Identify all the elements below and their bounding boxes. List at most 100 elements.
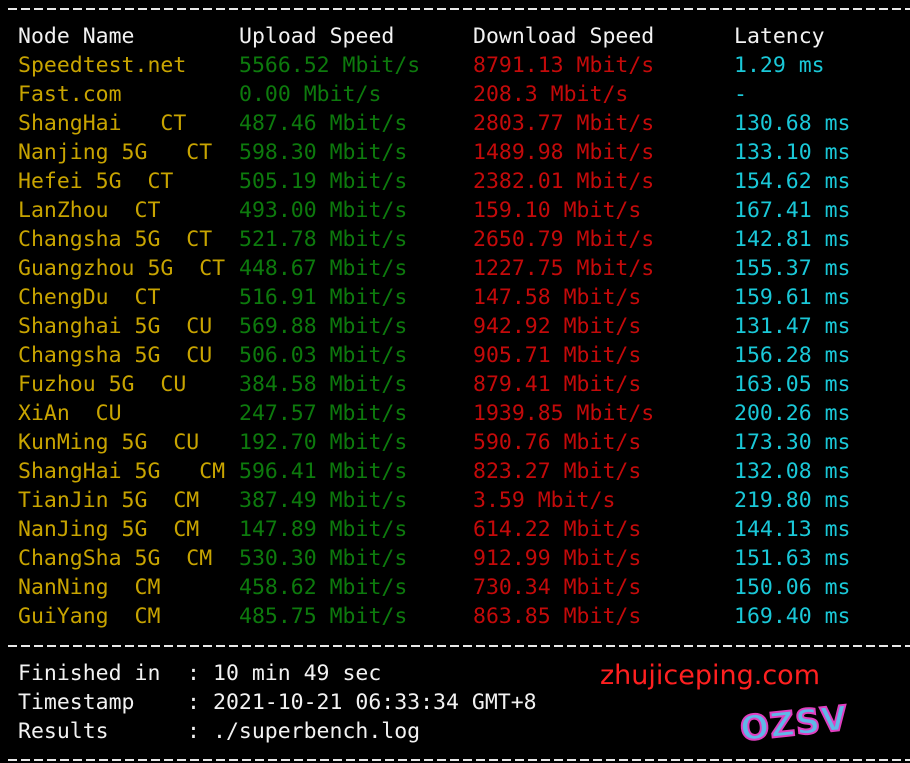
cell-upload: 521.78 Mbit/s <box>239 227 408 252</box>
cell-download: 942.92 Mbit/s <box>473 314 642 339</box>
table-row: Fast.com 0.00 Mbit/s 208.3 Mbit/s - <box>18 80 910 109</box>
cell-latency: 1.29 ms <box>734 53 825 78</box>
cell-download: 159.10 Mbit/s <box>473 198 642 223</box>
cell-upload: 487.46 Mbit/s <box>239 111 408 136</box>
header-latency: Latency <box>734 24 825 49</box>
table-row: Guangzhou 5G CT 448.67 Mbit/s 1227.75 Mbit… <box>18 254 910 283</box>
footer-line: Finished in:10 min 49 sec <box>18 659 578 688</box>
cell-upload: 505.19 Mbit/s <box>239 169 408 194</box>
table-row: Fuzhou 5G CU 384.58 Mbit/s 879.41 Mbit/s 16… <box>18 370 910 399</box>
cell-latency: 133.10 ms <box>734 140 851 165</box>
cell-download: 879.41 Mbit/s <box>473 372 642 397</box>
logo-watermark: OZSV <box>737 697 851 750</box>
cell-upload: 247.57 Mbit/s <box>239 401 408 426</box>
cell-node: Fuzhou 5G CU <box>18 372 187 397</box>
header-node: Node Name <box>18 24 135 49</box>
footer-value: ./superbench.log <box>213 719 421 744</box>
table-row: Changsha 5G CU 506.03 Mbit/s 905.71 Mbit/s… <box>18 341 910 370</box>
cell-upload: 192.70 Mbit/s <box>239 430 408 455</box>
cell-node: ChangSha 5G CM <box>18 546 213 571</box>
cell-download: 905.71 Mbit/s <box>473 343 642 368</box>
table-row: TianJin 5G CM 387.49 Mbit/s 3.59 Mbit/s 219… <box>18 486 910 515</box>
cell-download: 208.3 Mbit/s <box>473 82 629 107</box>
footer-line: Results: ./superbench.log <box>18 717 578 746</box>
cell-upload: 598.30 Mbit/s <box>239 140 408 165</box>
table-row: ChangSha 5G CM 530.30 Mbit/s 912.99 Mbit/s… <box>18 544 910 573</box>
cell-download: 863.85 Mbit/s <box>473 604 642 629</box>
table-row: NanJing 5G CM 147.89 Mbit/s 614.22 Mbit/s 1… <box>18 515 910 544</box>
cell-node: Fast.com <box>18 82 122 107</box>
cell-upload: 5566.52 Mbit/s <box>239 53 421 78</box>
cell-node: ChengDu CT <box>18 285 161 310</box>
table-row: Hefei 5G CT 505.19 Mbit/s 2382.01 Mbit/s 15… <box>18 167 910 196</box>
footer-label: Timestamp <box>18 690 135 715</box>
footer-line: Timestamp:2021-10-21 06:33:34 GMT+8 <box>18 688 578 717</box>
cell-latency: 150.06 ms <box>734 575 851 600</box>
cell-node: NanJing 5G CM <box>18 517 200 542</box>
cell-upload: 384.58 Mbit/s <box>239 372 408 397</box>
cell-node: Changsha 5G CU <box>18 343 213 368</box>
cell-download: 823.27 Mbit/s <box>473 459 642 484</box>
cell-download: 2650.79 Mbit/s <box>473 227 655 252</box>
watermark: zhujiceping.com <box>600 660 820 691</box>
table-row: Nanjing 5G CT 598.30 Mbit/s 1489.98 Mbit/s… <box>18 138 910 167</box>
cell-download: 730.34 Mbit/s <box>473 575 642 600</box>
cell-download: 1939.85 Mbit/s <box>473 401 655 426</box>
cell-latency: 173.30 ms <box>734 430 851 455</box>
cell-latency: 155.37 ms <box>734 256 851 281</box>
cell-upload: 569.88 Mbit/s <box>239 314 408 339</box>
cell-node: TianJin 5G CM <box>18 488 200 513</box>
cell-node: ShangHai 5G CM <box>18 459 226 484</box>
cell-node: Speedtest.net <box>18 53 187 78</box>
footer-label: Finished in <box>18 661 161 686</box>
cell-upload: 458.62 Mbit/s <box>239 575 408 600</box>
table-row: Changsha 5G CT 521.78 Mbit/s 2650.79 Mbit/… <box>18 225 910 254</box>
cell-upload: 530.30 Mbit/s <box>239 546 408 571</box>
cell-latency: 154.62 ms <box>734 169 851 194</box>
table-row: ShangHai 5G CM 596.41 Mbit/s 823.27 Mbit/s… <box>18 457 910 486</box>
cell-download: 147.58 Mbit/s <box>473 285 642 310</box>
table-row: GuiYang CM 485.75 Mbit/s 863.85 Mbit/s 169.… <box>18 602 910 631</box>
table-row: XiAn CU 247.57 Mbit/s 1939.85 Mbit/s 200.26… <box>18 399 910 428</box>
cell-upload: 596.41 Mbit/s <box>239 459 408 484</box>
cell-node: GuiYang CM <box>18 604 161 629</box>
cell-upload: 485.75 Mbit/s <box>239 604 408 629</box>
cell-node: KunMing 5G CU <box>18 430 200 455</box>
cell-node: Guangzhou 5G CT <box>18 256 226 281</box>
header-upload: Upload Speed <box>239 24 395 49</box>
cell-download: 2803.77 Mbit/s <box>473 111 655 136</box>
cell-download: 3.59 Mbit/s <box>473 488 616 513</box>
cell-upload: 387.49 Mbit/s <box>239 488 408 513</box>
cell-download: 1489.98 Mbit/s <box>473 140 655 165</box>
cell-download: 614.22 Mbit/s <box>473 517 642 542</box>
cell-latency: 169.40 ms <box>734 604 851 629</box>
separator-bottom <box>8 759 910 761</box>
footer-separator: : <box>187 661 200 686</box>
cell-latency: - <box>734 82 747 107</box>
cell-download: 1227.75 Mbit/s <box>473 256 655 281</box>
cell-latency: 142.81 ms <box>734 227 851 252</box>
header-download: Download Speed <box>473 24 655 49</box>
cell-latency: 131.47 ms <box>734 314 851 339</box>
footer-value: 2021-10-21 06:33:34 GMT+8 <box>213 690 537 715</box>
separator-top <box>8 8 910 10</box>
cell-latency: 151.63 ms <box>734 546 851 571</box>
cell-node: ShangHai CT <box>18 111 187 136</box>
cell-node: XiAn CU <box>18 401 122 426</box>
cell-latency: 130.68 ms <box>734 111 851 136</box>
cell-download: 8791.13 Mbit/s <box>473 53 655 78</box>
footer-value: 10 min 49 sec <box>213 661 382 686</box>
cell-node: Hefei 5G CT <box>18 169 174 194</box>
cell-latency: 163.05 ms <box>734 372 851 397</box>
separator-middle <box>8 645 910 647</box>
table-row: ChengDu CT 516.91 Mbit/s 147.58 Mbit/s 159.… <box>18 283 910 312</box>
footer-separator: : <box>187 719 200 744</box>
cell-upload: 0.00 Mbit/s <box>239 82 382 107</box>
cell-latency: 156.28 ms <box>734 343 851 368</box>
cell-latency: 200.26 ms <box>734 401 851 426</box>
cell-latency: 144.13 ms <box>734 517 851 542</box>
table-row: Speedtest.net 5566.52 Mbit/s 8791.13 Mbit/… <box>18 51 910 80</box>
table-row: LanZhou CT 493.00 Mbit/s 159.10 Mbit/s 167.… <box>18 196 910 225</box>
cell-upload: 448.67 Mbit/s <box>239 256 408 281</box>
cell-download: 2382.01 Mbit/s <box>473 169 655 194</box>
